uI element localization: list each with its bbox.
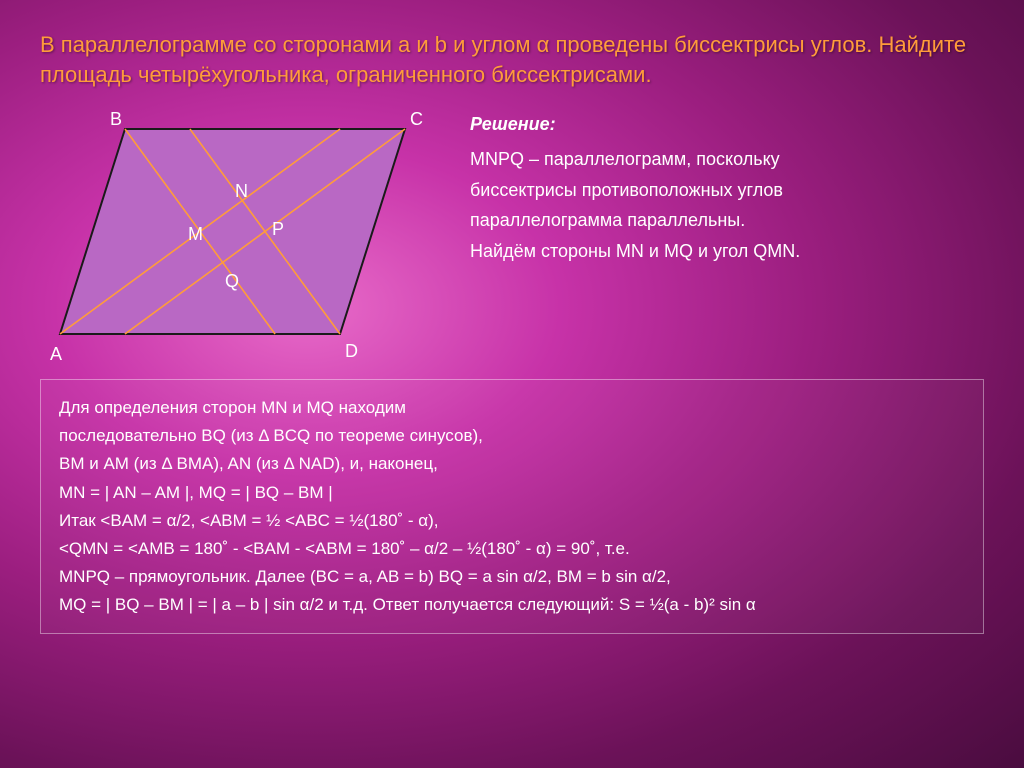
solution-line: Найдём стороны MN и MQ и угол QMN.: [470, 236, 984, 267]
solution-line: параллелограмма параллельны.: [470, 205, 984, 236]
box-line: MQ = | BQ – BM | = | a – b | sin α/2 и т…: [59, 591, 965, 619]
inner-label-Q: Q: [225, 271, 239, 292]
box-line: <QMN = <AMB = 180˚ - <BAM - <ABM = 180˚ …: [59, 535, 965, 563]
box-line: последовательно BQ (из Δ BCQ по теореме …: [59, 422, 965, 450]
box-line: MNPQ – прямоугольник. Далее (BC = a, AB …: [59, 563, 965, 591]
inner-label-P: P: [272, 219, 284, 240]
solution-line: биссектрисы противоположных углов: [470, 175, 984, 206]
vertex-label-A: A: [50, 344, 62, 365]
vertex-label-C: C: [410, 109, 423, 130]
problem-title: В параллелограмме со сторонами a и b и у…: [0, 0, 1024, 109]
vertex-label-D: D: [345, 341, 358, 362]
box-line: BM и AM (из Δ BMA), AN (из Δ NAD), и, на…: [59, 450, 965, 478]
box-line: MN = | AN – AM |, MQ = | BQ – BM |: [59, 479, 965, 507]
vertex-label-B: B: [110, 109, 122, 130]
solution-text: Решение: MNPQ – параллелограмм, поскольк…: [440, 109, 984, 369]
box-line: Для определения сторон MN и MQ находим: [59, 394, 965, 422]
box-line: Итак <BAM = α/2, <ABM = ½ <ABC = ½(180˚ …: [59, 507, 965, 535]
diagram: A B C D M N P Q: [40, 109, 440, 369]
solution-heading: Решение:: [470, 109, 984, 140]
solution-box: Для определения сторон MN и MQ находим п…: [40, 379, 984, 633]
inner-label-N: N: [235, 181, 248, 202]
content-row: A B C D M N P Q Решение: MNPQ – параллелограмм,…: [0, 109, 1024, 369]
solution-line: MNPQ – параллелограмм, поскольку: [470, 144, 984, 175]
inner-label-M: M: [188, 224, 203, 245]
